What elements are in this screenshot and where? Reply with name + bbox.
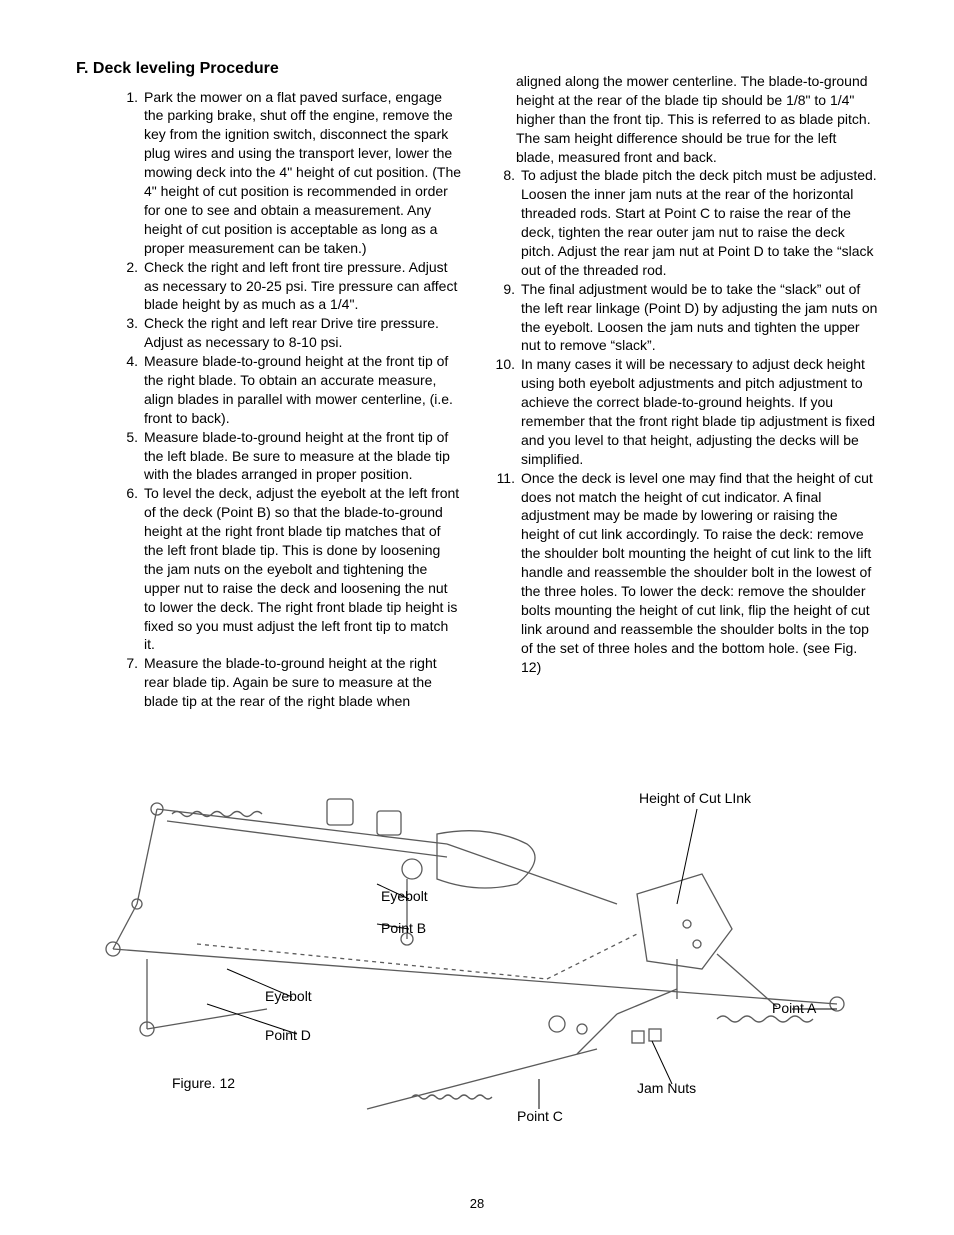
right-column: aligned along the mower centerline. The … (491, 58, 878, 711)
step-number: 8. (491, 166, 515, 185)
step-9: 9. The final adjustment would be to take … (491, 280, 878, 356)
step-text: Once the deck is level one may find that… (521, 470, 873, 675)
step-text: Measure the blade-to-ground height at th… (144, 655, 437, 709)
step-number: 4. (114, 352, 138, 371)
label-height-of-cut-link: Height of Cut LInk (639, 789, 751, 808)
step-number: 2. (114, 258, 138, 277)
step-7-continuation: aligned along the mower centerline. The … (491, 72, 878, 166)
label-point-d: Point D (265, 1026, 311, 1045)
step-number: 5. (114, 428, 138, 447)
step-number: 9. (491, 280, 515, 299)
step-7: 7. Measure the blade-to-ground height at … (114, 654, 463, 711)
step-1: 1. Park the mower on a flat paved surface… (114, 88, 463, 258)
label-point-c: Point C (517, 1107, 563, 1126)
step-text: The final adjustment would be to take th… (521, 281, 877, 354)
figure-12: Height of Cut LInk Eyebolt Point B Eyebo… (77, 729, 877, 1129)
step-number: 1. (114, 88, 138, 107)
step-3: 3. Check the right and left rear Drive ti… (114, 314, 463, 352)
step-number: 10. (491, 355, 515, 374)
step-text: Check the right and left front tire pres… (144, 259, 457, 313)
step-5: 5. Measure blade-to-ground height at the … (114, 428, 463, 485)
right-ordered-list: 8. To adjust the blade pitch the deck pit… (491, 166, 878, 676)
step-text: Check the right and left rear Drive tire… (144, 315, 439, 350)
step-10: 10. In many cases it will be necessary to… (491, 355, 878, 468)
step-2: 2. Check the right and left front tire pr… (114, 258, 463, 315)
label-eyebolt-top: Eyebolt (381, 887, 428, 906)
step-number: 7. (114, 654, 138, 673)
page-container: F. Deck leveling Procedure 1. Park the mo… (0, 0, 954, 1235)
section-heading: F. Deck leveling Procedure (76, 58, 463, 80)
step-8: 8. To adjust the blade pitch the deck pit… (491, 166, 878, 279)
label-jam-nuts: Jam Nuts (637, 1079, 696, 1098)
step-text: Park the mower on a flat paved surface, … (144, 89, 461, 256)
label-point-b: Point B (381, 919, 426, 938)
step-text: In many cases it will be necessary to ad… (521, 356, 875, 466)
step-number: 3. (114, 314, 138, 333)
left-column: F. Deck leveling Procedure 1. Park the mo… (76, 58, 463, 711)
step-text: To level the deck, adjust the eyebolt at… (144, 485, 459, 652)
label-eyebolt-left: Eyebolt (265, 987, 312, 1006)
label-point-a: Point A (772, 999, 816, 1018)
step-11: 11. Once the deck is level one may find t… (491, 469, 878, 677)
step-4: 4. Measure blade-to-ground height at the … (114, 352, 463, 428)
figure-caption: Figure. 12 (172, 1074, 235, 1093)
deck-linkage-svg (77, 729, 877, 1129)
page-number: 28 (0, 1195, 954, 1213)
step-number: 11. (491, 469, 515, 488)
step-text: To adjust the blade pitch the deck pitch… (521, 167, 877, 277)
step-text: Measure blade-to-ground height at the fr… (144, 429, 450, 483)
step-text: Measure blade-to-ground height at the fr… (144, 353, 453, 426)
left-ordered-list: 1. Park the mower on a flat paved surface… (114, 88, 463, 711)
two-column-body: F. Deck leveling Procedure 1. Park the mo… (76, 58, 878, 711)
step-6: 6. To level the deck, adjust the eyebolt … (114, 484, 463, 654)
step-number: 6. (114, 484, 138, 503)
